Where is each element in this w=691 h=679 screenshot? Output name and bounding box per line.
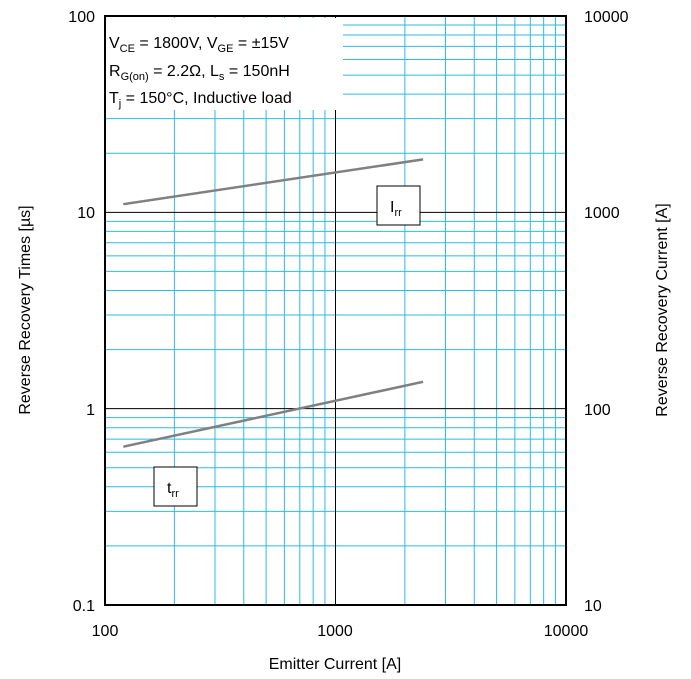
- y-tick-100: 100: [68, 9, 95, 26]
- y2-tick-10: 10: [584, 598, 602, 615]
- y-axis-label: Reverse Recovery Times [µs]: [17, 205, 34, 414]
- y2-axis-label: Reverse Recovery Current [A]: [654, 203, 671, 416]
- y-tick-10: 10: [77, 205, 95, 222]
- y-tick-0.1: 0.1: [73, 598, 95, 615]
- irr-label-box: [377, 186, 420, 225]
- x-tick-1000: 1000: [317, 623, 353, 640]
- y2-tick-10000: 10000: [584, 9, 629, 26]
- x-tick-100: 100: [92, 623, 119, 640]
- x-tick-10000: 10000: [544, 623, 589, 640]
- series-line-t-rr: [123, 382, 423, 447]
- y-tick-1: 1: [86, 402, 95, 419]
- y2-tick-1000: 1000: [584, 205, 620, 222]
- y2-tick-100: 100: [584, 402, 611, 419]
- trr-label-box: [154, 467, 197, 506]
- x-axis-label: Emitter Current [A]: [269, 656, 401, 673]
